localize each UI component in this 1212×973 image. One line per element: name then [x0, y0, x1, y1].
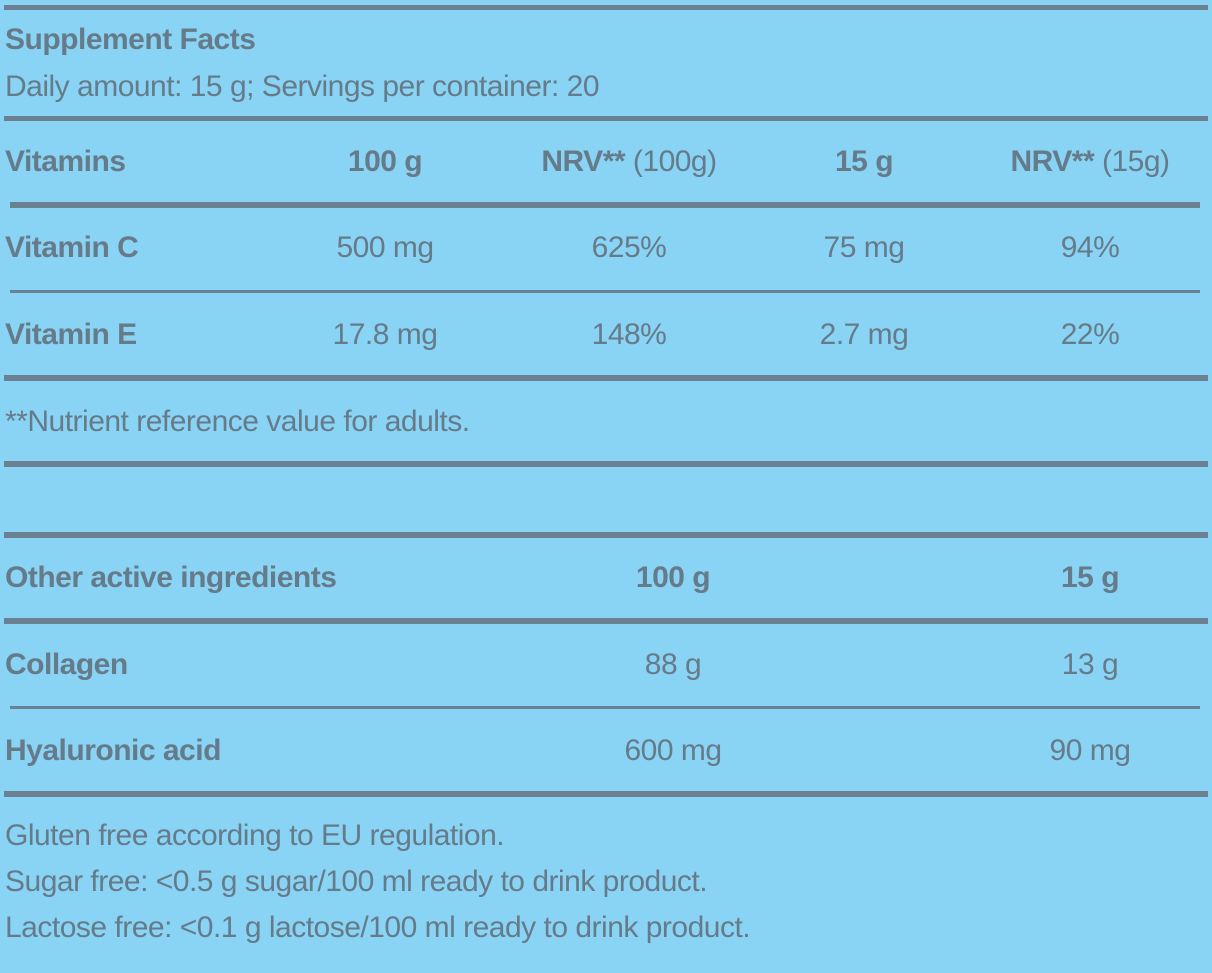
- cell: 22%: [1060, 318, 1120, 351]
- rule: [4, 532, 1208, 538]
- header-part: (100g): [632, 145, 717, 178]
- note: Sugar free: <0.5 g sugar/100 ml ready to…: [5, 865, 708, 898]
- column-header: Vitamins: [5, 142, 126, 182]
- column-header: 100 g: [347, 142, 423, 182]
- rule: [4, 618, 1208, 624]
- row-label: Hyaluronic acid: [5, 734, 221, 767]
- rule: [10, 290, 1200, 293]
- cell: 625%: [591, 231, 667, 264]
- row-label: Collagen: [5, 648, 128, 681]
- column-header: 15 g: [834, 142, 894, 182]
- cell: 13 g: [1061, 648, 1119, 681]
- cell: 88 g: [644, 648, 702, 681]
- cell: 500 mg: [336, 231, 434, 264]
- cell: 148%: [591, 318, 667, 351]
- rule: [4, 791, 1208, 797]
- cell: 90 mg: [1049, 734, 1131, 767]
- column-header: NRV** (15g): [1010, 142, 1170, 182]
- note: Lactose free: <0.1 g lactose/100 ml read…: [5, 911, 751, 944]
- header-part: 15 g: [834, 145, 894, 178]
- column-header: 15 g: [1060, 561, 1120, 594]
- header-part: NRV**: [541, 145, 626, 178]
- header-part: 100 g: [347, 145, 423, 178]
- title: Supplement Facts: [5, 23, 256, 56]
- row-label: Vitamin E: [5, 318, 137, 351]
- header-part: NRV**: [1010, 145, 1095, 178]
- column-header: NRV** (100g): [541, 142, 717, 182]
- row-label: Vitamin C: [5, 231, 139, 264]
- rule: [4, 461, 1208, 467]
- header-part: (15g): [1101, 145, 1170, 178]
- cell: 17.8 mg: [332, 318, 438, 351]
- rule: [4, 5, 1208, 10]
- column-header: 100 g: [635, 561, 711, 594]
- cell: 2.7 mg: [819, 318, 909, 351]
- cell: 75 mg: [823, 231, 905, 264]
- rule: [10, 202, 1200, 208]
- subtitle: Daily amount: 15 g; Servings per contain…: [5, 70, 600, 103]
- footnote: **Nutrient reference value for adults.: [5, 405, 470, 438]
- note: Gluten free according to EU regulation.: [5, 819, 505, 852]
- cell: 94%: [1060, 231, 1120, 264]
- rule: [10, 706, 1200, 709]
- rule: [4, 116, 1208, 121]
- column-header: Other active ingredients: [5, 561, 337, 594]
- header-part: Vitamins: [5, 145, 126, 178]
- rule: [4, 375, 1208, 381]
- cell: 600 mg: [624, 734, 722, 767]
